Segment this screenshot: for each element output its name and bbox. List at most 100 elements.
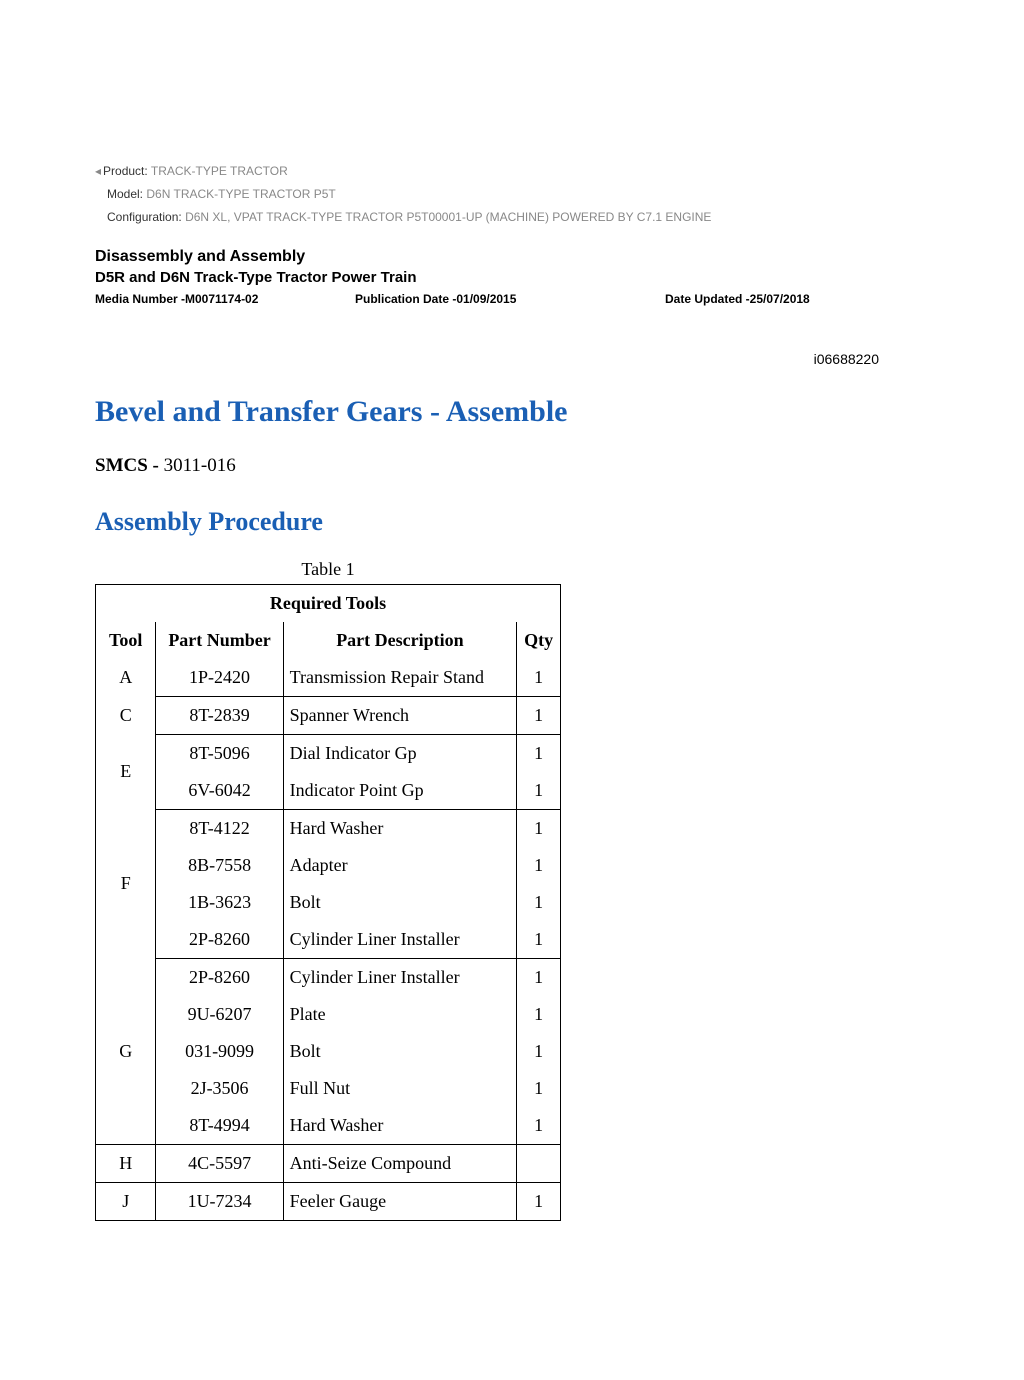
smcs-value: 3011-016 (164, 455, 236, 476)
part-cell: 8T-4994 (156, 1107, 283, 1145)
section-subtitle: D5R and D6N Track-Type Tractor Power Tra… (95, 269, 929, 286)
col-tool: Tool (96, 622, 156, 659)
section-title: Disassembly and Assembly (95, 246, 929, 268)
table-row: 8B-7558Adapter1 (96, 847, 561, 884)
tool-cell: H (96, 1144, 156, 1182)
table-row: 1B-3623Bolt1 (96, 884, 561, 921)
table-title: Required Tools (96, 584, 561, 622)
tools-table: Required Tools Tool Part Number Part Des… (95, 584, 561, 1221)
col-part: Part Number (156, 622, 283, 659)
table-row: E8T-5096Dial Indicator Gp1 (96, 734, 561, 772)
back-arrow-icon[interactable]: ◂ (95, 164, 101, 178)
desc-cell: Plate (283, 996, 517, 1033)
qty-cell: 1 (517, 772, 561, 810)
smcs-label: SMCS - (95, 455, 164, 476)
table-row: 8T-4994Hard Washer1 (96, 1107, 561, 1145)
tool-cell: A (96, 659, 156, 697)
tool-cell: G (96, 958, 156, 1144)
part-cell: 1U-7234 (156, 1182, 283, 1220)
config-value: D6N XL, VPAT TRACK-TYPE TRACTOR P5T00001… (185, 210, 711, 224)
desc-cell: Indicator Point Gp (283, 772, 517, 810)
tool-cell: E (96, 734, 156, 809)
qty-cell: 1 (517, 1070, 561, 1107)
table-title-row: Required Tools (96, 584, 561, 622)
qty-cell: 1 (517, 921, 561, 959)
product-info-block: ◂Product: TRACK-TYPE TRACTOR Model: D6N … (95, 160, 929, 228)
table-row: A1P-2420Transmission Repair Stand1 (96, 659, 561, 697)
product-row: ◂Product: TRACK-TYPE TRACTOR (95, 160, 929, 183)
part-cell: 031-9099 (156, 1033, 283, 1070)
table-row: 031-9099Bolt1 (96, 1033, 561, 1070)
qty-cell: 1 (517, 996, 561, 1033)
model-row: Model: D6N TRACK-TYPE TRACTOR P5T (95, 183, 929, 206)
qty-cell (517, 1144, 561, 1182)
part-cell: 6V-6042 (156, 772, 283, 810)
desc-cell: Bolt (283, 1033, 517, 1070)
config-row: Configuration: D6N XL, VPAT TRACK-TYPE T… (95, 206, 929, 229)
product-value: TRACK-TYPE TRACTOR (151, 164, 288, 178)
desc-cell: Cylinder Liner Installer (283, 958, 517, 996)
page-title: Bevel and Transfer Gears - Assemble (95, 395, 929, 429)
qty-cell: 1 (517, 659, 561, 697)
document-id: i06688220 (95, 351, 929, 367)
desc-cell: Adapter (283, 847, 517, 884)
procedure-title: Assembly Procedure (95, 507, 929, 537)
part-cell: 2J-3506 (156, 1070, 283, 1107)
qty-cell: 1 (517, 696, 561, 734)
part-cell: 2P-8260 (156, 921, 283, 959)
part-cell: 4C-5597 (156, 1144, 283, 1182)
publication-row: Media Number -M0071174-02 Publication Da… (95, 292, 929, 306)
part-cell: 8B-7558 (156, 847, 283, 884)
qty-cell: 1 (517, 1107, 561, 1145)
tool-cell: F (96, 809, 156, 958)
table-row: F8T-4122Hard Washer1 (96, 809, 561, 847)
part-cell: 1B-3623 (156, 884, 283, 921)
table-row: G2P-8260Cylinder Liner Installer1 (96, 958, 561, 996)
product-label: Product: (103, 164, 148, 178)
table-row: 9U-6207Plate1 (96, 996, 561, 1033)
part-cell: 8T-5096 (156, 734, 283, 772)
table-row: H4C-5597Anti-Seize Compound (96, 1144, 561, 1182)
qty-cell: 1 (517, 884, 561, 921)
table-row: J1U-7234Feeler Gauge1 (96, 1182, 561, 1220)
table-header-row: Tool Part Number Part Description Qty (96, 622, 561, 659)
date-updated: Date Updated -25/07/2018 (665, 292, 929, 306)
desc-cell: Hard Washer (283, 1107, 517, 1145)
desc-cell: Bolt (283, 884, 517, 921)
part-cell: 8T-4122 (156, 809, 283, 847)
qty-cell: 1 (517, 734, 561, 772)
model-label: Model: (107, 187, 143, 201)
smcs-line: SMCS - 3011-016 (95, 455, 929, 477)
table-caption: Table 1 (95, 559, 561, 580)
part-cell: 8T-2839 (156, 696, 283, 734)
qty-cell: 1 (517, 847, 561, 884)
desc-cell: Cylinder Liner Installer (283, 921, 517, 959)
table-row: 6V-6042Indicator Point Gp1 (96, 772, 561, 810)
qty-cell: 1 (517, 809, 561, 847)
part-cell: 1P-2420 (156, 659, 283, 697)
desc-cell: Transmission Repair Stand (283, 659, 517, 697)
col-qty: Qty (517, 622, 561, 659)
tools-table-wrapper: Table 1 Required Tools Tool Part Number … (95, 559, 561, 1221)
part-cell: 9U-6207 (156, 996, 283, 1033)
table-row: 2J-3506Full Nut1 (96, 1070, 561, 1107)
desc-cell: Anti-Seize Compound (283, 1144, 517, 1182)
qty-cell: 1 (517, 958, 561, 996)
media-number: Media Number -M0071174-02 (95, 292, 355, 306)
table-row: C8T-2839Spanner Wrench1 (96, 696, 561, 734)
col-desc: Part Description (283, 622, 517, 659)
desc-cell: Dial Indicator Gp (283, 734, 517, 772)
part-cell: 2P-8260 (156, 958, 283, 996)
tool-cell: C (96, 696, 156, 734)
desc-cell: Spanner Wrench (283, 696, 517, 734)
desc-cell: Hard Washer (283, 809, 517, 847)
config-label: Configuration: (107, 210, 182, 224)
qty-cell: 1 (517, 1033, 561, 1070)
tool-cell: J (96, 1182, 156, 1220)
desc-cell: Feeler Gauge (283, 1182, 517, 1220)
qty-cell: 1 (517, 1182, 561, 1220)
publication-date: Publication Date -01/09/2015 (355, 292, 665, 306)
desc-cell: Full Nut (283, 1070, 517, 1107)
table-row: 2P-8260Cylinder Liner Installer1 (96, 921, 561, 959)
model-value: D6N TRACK-TYPE TRACTOR P5T (146, 187, 335, 201)
